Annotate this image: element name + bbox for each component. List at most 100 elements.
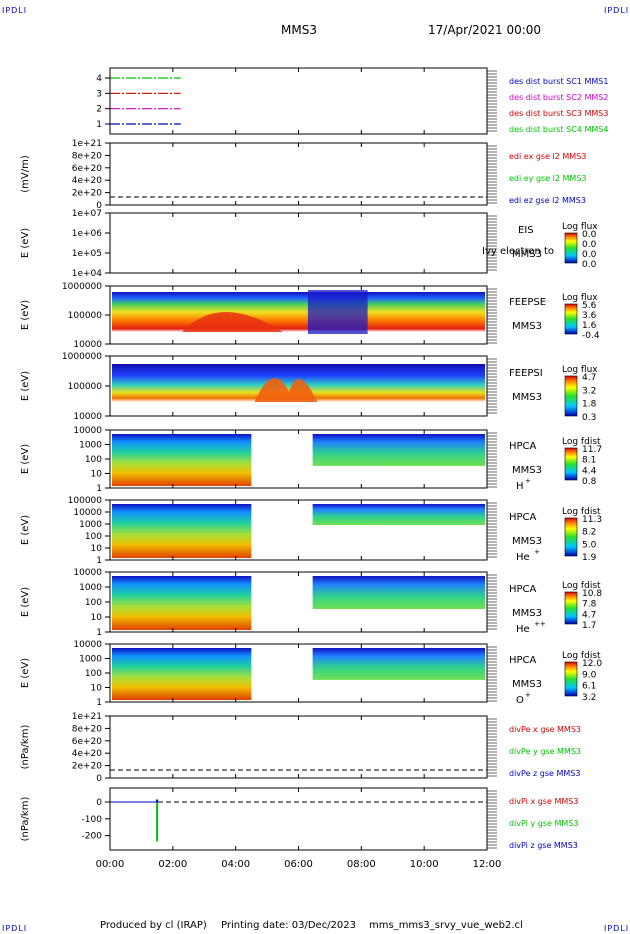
panel-10-legend-entry: divPi z gse MMS3 [509,841,578,850]
panel-5-colorbar-tick: 0.8 [582,477,597,487]
hpca-spectrogram-late [312,576,485,609]
panel-1-legend-entry: edi ez gse l2 MMS3 [509,196,586,205]
panel-7-colorbar-title: Log fdist [562,581,601,591]
panel-3-colorbar-tick: 1.6 [582,321,597,331]
panel-8-instrument-label: HPCA [509,655,537,666]
panel-4-y-tick-label: 10000 [73,412,102,422]
panel-10-legend-entry: divPi y gse MMS3 [509,819,578,828]
panel-1-legend-entry: edi ey gse l2 MMS3 [509,174,587,183]
panel-3-y-tick-label: 10000 [73,340,102,350]
panel-0-legend-entry: des dist burst SC4 MMS4 [509,125,608,134]
panel-8-colorbar [564,661,578,697]
panel-3-colorbar-tick: -0.4 [582,331,600,341]
panel-3-colorbar [564,303,578,335]
hpca-spectrogram-early [112,434,252,486]
panel-1-y-tick-label: 2e+20 [72,189,103,199]
panel-2-y-tick-label: 1e+06 [72,229,103,239]
panel-3-y-tick-label: 100000 [68,311,103,321]
panel-5-y-axis-label: E (eV) [20,444,31,474]
panel-6-y-tick-label: 1000 [79,520,102,530]
panel-5-y-tick-label: 10000 [73,426,102,436]
eis-overlay-text: Ivy electron to [482,246,554,257]
panel-3-instrument-label: FEEPSE [509,297,546,308]
panel-6-colorbar [564,517,578,557]
panel-0-y-tick-label: 1 [96,120,102,130]
panel-6-species-label: He [516,552,530,563]
panel-9-y-tick-label: 8e+20 [72,724,103,734]
panel-6-y-tick-label: 100 [85,532,102,542]
panel-0-legend-entry: des dist burst SC2 MMS2 [509,93,608,102]
panel-0-y-tick-label: 3 [96,89,102,99]
panel-5-colorbar-tick: 8.1 [582,456,596,466]
panel-2-colorbar [564,232,578,264]
panel-4-y-tick-label: 1000000 [62,352,102,362]
panel-6-species-charge: + [534,548,540,556]
panel-1-y-tick-label: 6e+20 [72,164,103,174]
panel-2-colorbar-tick: 0.0 [582,240,597,250]
panel-2-colorbar-tick: 0.0 [582,260,597,270]
panel-9-frame [109,715,488,779]
panel-6-colorbar-title: Log fdist [562,507,601,517]
hpca-spectrogram-late [312,434,485,466]
x-axis-tick-label: 06:00 [284,859,313,870]
panel-6-spacecraft-label: MMS3 [512,536,542,547]
panel-2-frame [109,212,488,274]
panel-3-y-tick-label: 1000000 [62,282,102,292]
panel-6-y-tick-label: 10000 [73,508,102,518]
panel-8-species-label: O [516,695,524,706]
panel-8-colorbar-tick: 3.2 [582,693,596,703]
panel-0-legend-entry: des dist burst SC3 MMS3 [509,109,608,118]
panel-1-y-tick-label: 1e+21 [72,139,102,149]
hpca-spectrogram-early [112,576,252,630]
x-axis-tick-label: 10:00 [410,859,439,870]
panel-2-y-tick-label: 1e+04 [72,269,103,279]
panel-1-y-axis-label: (mV/m) [20,155,31,193]
panel-9-y-tick-label: 1e+21 [72,712,102,722]
panel-5-y-tick-label: 100 [85,455,102,465]
panel-7-y-tick-label: 1 [96,628,102,638]
panel-10-legend-entry: divPi x gse MMS3 [509,797,578,806]
panel-7-species-label: He [516,624,530,635]
panel-6-colorbar-tick: 11.3 [582,515,602,525]
panel-2-colorbar-tick: 0.0 [582,230,597,240]
panel-8-species-charge: + [525,691,531,699]
footer-produced-by: Produced by cl (IRAP) [100,920,207,931]
panel-7-y-tick-label: 1000 [79,583,102,593]
panel-5-spacecraft-label: MMS3 [512,465,542,476]
panel-2-colorbar-tick: 0.0 [582,250,597,260]
panel-6-colorbar-tick: 1.9 [582,553,597,563]
panel-0-legend-entry: des dist burst SC1 MMS1 [509,77,608,86]
panel-7-colorbar-tick: 4.7 [582,610,596,620]
panel-3-colorbar-tick: 3.6 [582,311,597,321]
panel-7-y-tick-label: 100 [85,598,102,608]
corner-label-top-right: IPDLI [604,6,630,15]
panel-7-y-tick-label: 10000 [73,568,102,578]
panel-10-y-tick-label: -200 [82,832,103,842]
panel-8-y-tick-label: 10000 [73,640,102,650]
panel-6-colorbar-tick: 5.0 [582,540,597,550]
panel-5-colorbar-tick: 4.4 [582,466,597,476]
panel-4-colorbar-tick: 0.3 [582,413,596,423]
panel-8-y-tick-label: 1 [96,698,102,708]
panel-2-y-axis-label: E (eV) [20,228,31,258]
panel-9-y-tick-label: 2e+20 [72,762,103,772]
panel-9-y-tick-label: 6e+20 [72,737,103,747]
panel-7-colorbar-tick: 7.8 [582,600,597,610]
panel-7-y-tick-label: 10 [91,613,103,623]
panel-9-legend-entry: divPe x gse MMS3 [509,725,581,734]
hpca-spectrogram-late [312,504,485,525]
panel-10-y-axis-label: (nPa/km) [20,797,31,842]
panel-5-species-label: H [516,481,524,492]
panel-2-colorbar-title: Log flux [562,222,598,232]
panel-0-y-tick-label: 4 [96,74,102,84]
panel-6-colorbar-tick: 8.2 [582,528,596,538]
panel-4-y-tick-label: 100000 [68,382,103,392]
panel-7-colorbar [564,591,578,625]
panel-9-y-tick-label: 0 [96,774,102,784]
panel-7-colorbar-tick: 1.7 [582,621,596,631]
panel-1-legend-entry: edi ex gse l2 MMS3 [509,152,586,161]
hpca-spectrogram-early [112,648,252,700]
panel-9-legend-entry: divPe y gse MMS3 [509,747,581,756]
mission-title: MMS3 [281,23,317,37]
hpca-spectrogram-early [112,504,252,558]
